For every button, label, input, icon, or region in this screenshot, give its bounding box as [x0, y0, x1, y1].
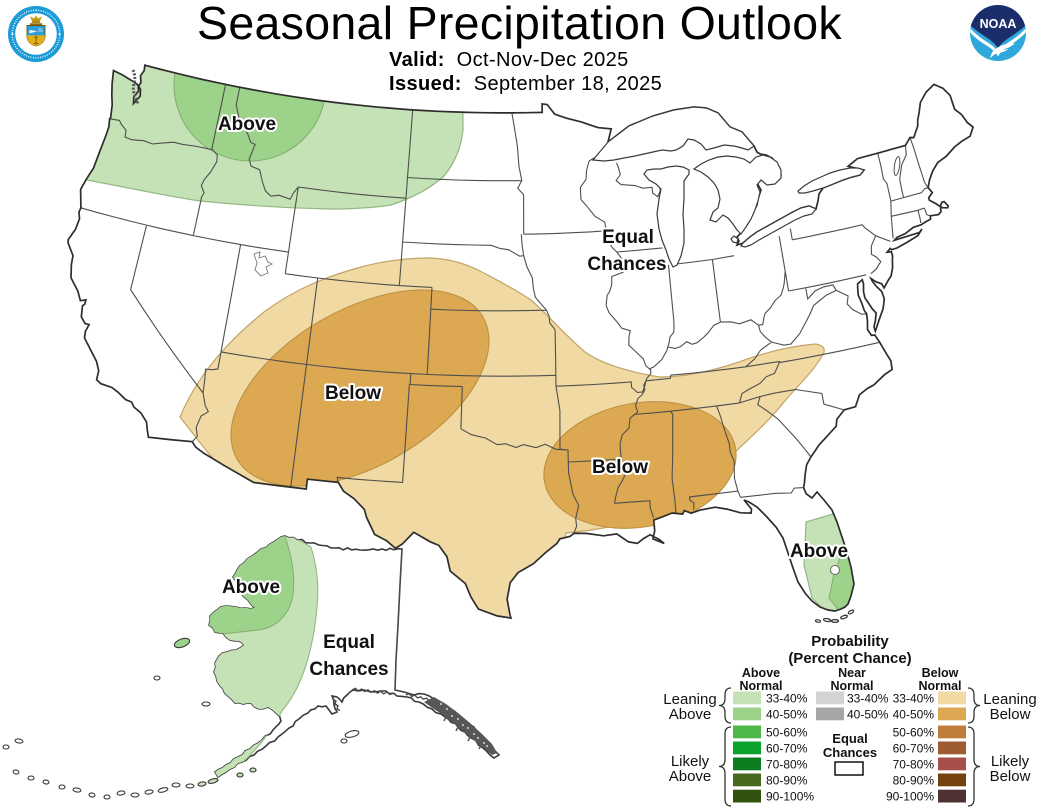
svg-text:Equal: Equal — [602, 227, 654, 248]
svg-text:Chances: Chances — [587, 254, 666, 275]
svg-text:Above: Above — [218, 114, 276, 135]
svg-text:Above: Above — [790, 541, 848, 562]
svg-text:Below: Below — [592, 457, 648, 478]
svg-text:Above: Above — [222, 577, 280, 598]
svg-text:Below: Below — [325, 383, 381, 404]
svg-text:Chances: Chances — [309, 659, 388, 680]
svg-text:Equal: Equal — [323, 632, 375, 653]
svg-text:NOAA: NOAA — [980, 17, 1017, 31]
